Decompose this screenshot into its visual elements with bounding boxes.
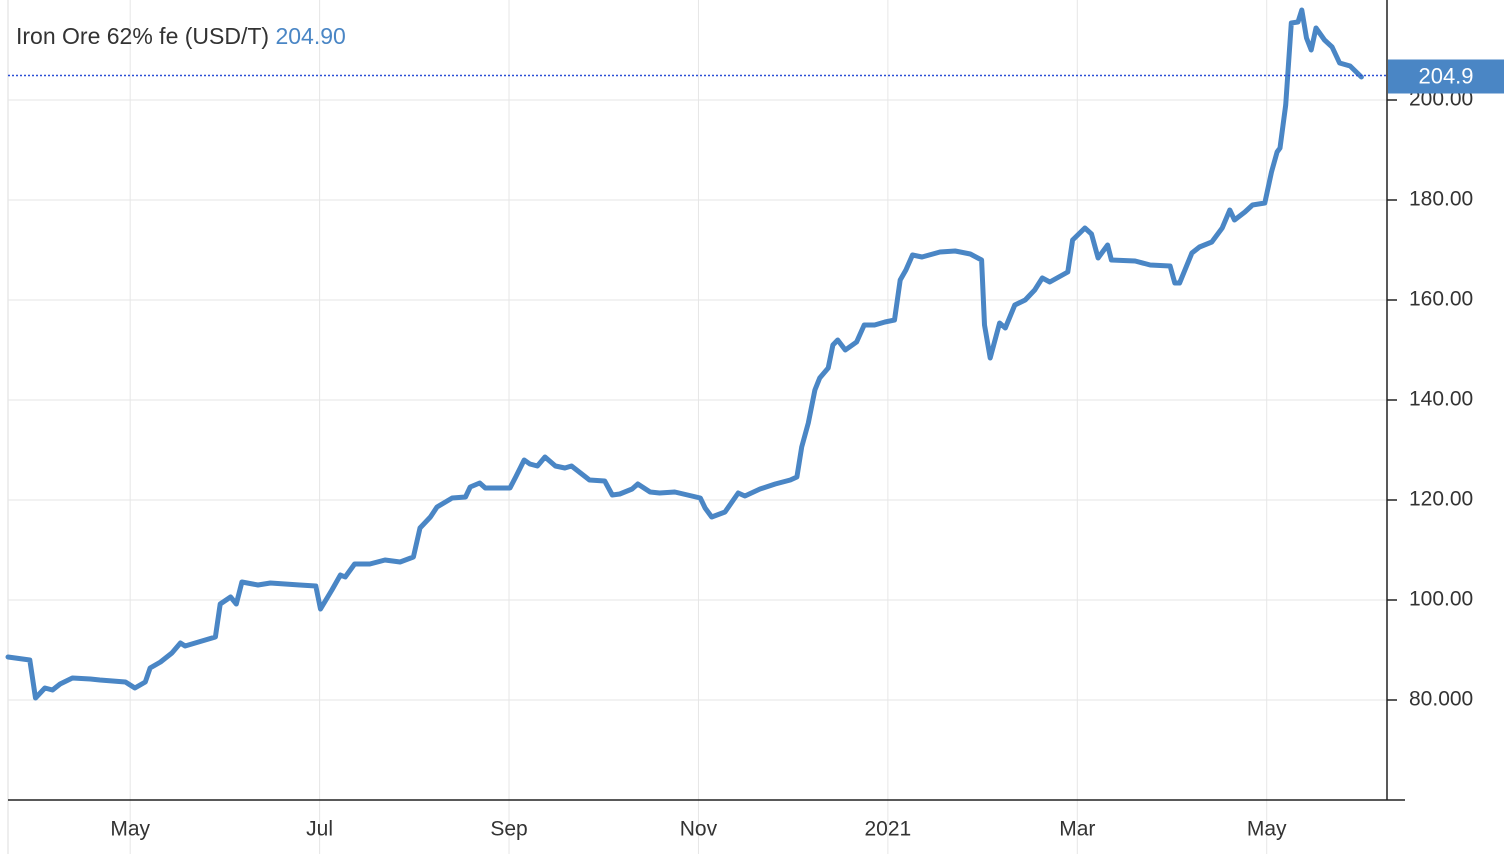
- x-tick-label: Mar: [1059, 818, 1095, 841]
- y-tick-label: 160.00: [1409, 288, 1473, 311]
- marks: [5, 7, 1364, 701]
- x-tick-label: Jul: [306, 818, 333, 841]
- x-tick-label: 2021: [865, 818, 912, 841]
- y-tick-label: 80.000: [1409, 688, 1473, 711]
- x-tick-label: May: [110, 818, 150, 841]
- title-text: Iron Ore 62% fe (USD/T): [16, 23, 269, 49]
- x-tick-label: Nov: [680, 818, 718, 841]
- y-tick-label: 180.00: [1409, 188, 1473, 211]
- y-tick-label: 100.00: [1409, 588, 1473, 611]
- x-tick-label: Sep: [490, 818, 527, 841]
- x-tick-label: May: [1247, 818, 1287, 841]
- current-value-label: 204.9: [1418, 63, 1473, 88]
- price-line: [5, 7, 1364, 701]
- chart-title: Iron Ore 62% fe (USD/T) 204.90: [16, 23, 346, 49]
- y-tick-label: 140.00: [1409, 388, 1473, 411]
- title-value: 204.90: [275, 23, 345, 49]
- y-tick-label: 120.00: [1409, 488, 1473, 511]
- current-value-box: [1388, 59, 1504, 94]
